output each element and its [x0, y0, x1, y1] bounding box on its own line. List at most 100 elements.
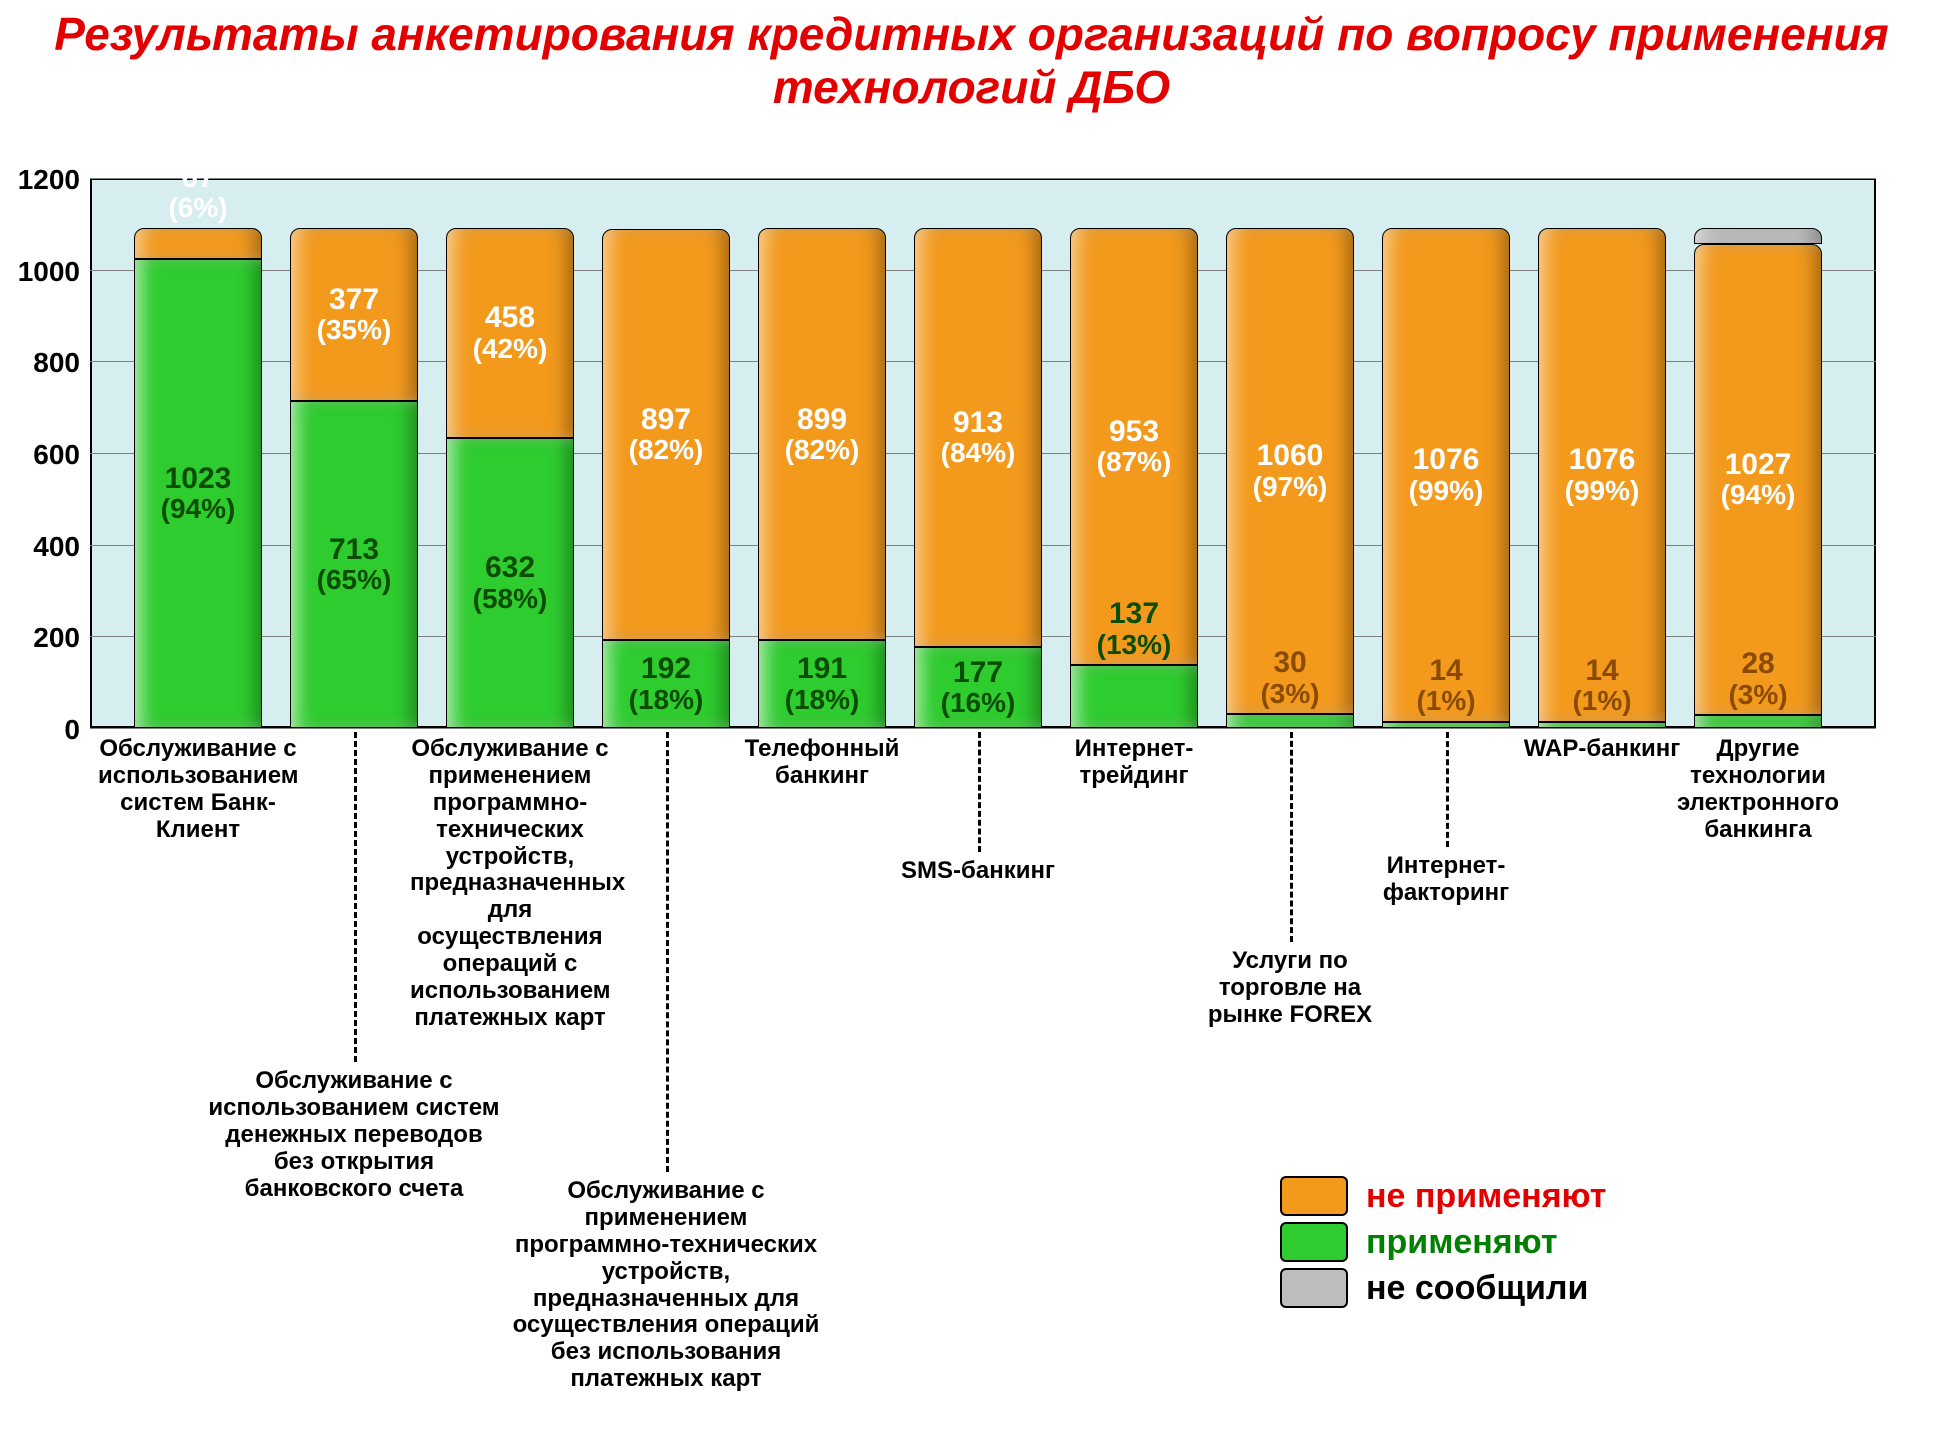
bar-pt-cards: 632(58%) 458(42%) [446, 178, 574, 728]
category-label: Услуги по торговле на рынке FOREX [1180, 948, 1400, 1029]
legend: не применяют применяют не сообщили [1280, 1170, 1606, 1314]
value-label: 713(65%) [290, 534, 418, 595]
legend-label: применяют [1366, 1223, 1557, 1262]
bar-segment-apply [1382, 722, 1510, 728]
category-label: Обслуживание с применением программно-те… [506, 1178, 826, 1393]
value-label: 192(18%) [602, 653, 730, 714]
value-pct: (97%) [1226, 472, 1354, 501]
legend-item-apply: применяют [1280, 1222, 1606, 1262]
value-number: 191 [797, 652, 847, 685]
legend-item-no_info: не сообщили [1280, 1268, 1606, 1308]
category-label: Интернет-факторинг [1341, 853, 1551, 907]
value-pct: (1%) [1382, 686, 1510, 715]
leader-line [666, 732, 669, 1172]
bar-internet-trading: 137(13%) 953(87%) [1070, 178, 1198, 728]
y-tick-label: 600 [0, 439, 80, 471]
value-number: 192 [641, 652, 691, 685]
bar-pt-nocards: 192(18%) 897(82%) [602, 178, 730, 728]
value-label: 899(82%) [758, 404, 886, 465]
category-label: Обслуживание с применением программно-те… [410, 736, 610, 1032]
legend-swatch [1280, 1268, 1348, 1308]
value-pct: (99%) [1382, 476, 1510, 505]
value-pct: (58%) [446, 584, 574, 613]
value-pct: (1%) [1538, 686, 1666, 715]
value-number: 137 [1109, 597, 1159, 630]
value-label: 14(1%) [1382, 655, 1510, 716]
value-number: 458 [485, 301, 535, 334]
value-pct: (35%) [290, 315, 418, 344]
value-label: 458(42%) [446, 302, 574, 363]
value-number: 14 [1585, 654, 1618, 687]
value-label: 632(58%) [446, 552, 574, 613]
value-number: 177 [953, 656, 1003, 689]
value-pct: (87%) [1070, 447, 1198, 476]
value-pct: (94%) [134, 494, 262, 523]
legend-swatch [1280, 1222, 1348, 1262]
bar-forex: 30(3%) 1060(97%) [1226, 178, 1354, 728]
value-pct: (99%) [1538, 476, 1666, 505]
bar-bank-client: 1023(94%)67(6%) [134, 178, 262, 728]
value-pct: (3%) [1694, 680, 1822, 709]
value-number: 1027 [1725, 448, 1792, 481]
value-number: 377 [329, 283, 379, 316]
value-label: 1027(94%) [1694, 449, 1822, 510]
bar-sms-banking: 177(16%) 913(84%) [914, 178, 1042, 728]
value-pct: (6%) [134, 193, 262, 222]
value-number: 1060 [1257, 439, 1324, 472]
value-label: 67(6%) [134, 162, 262, 223]
bar-wap-banking: 14(1%) 1076(99%) [1538, 178, 1666, 728]
bar-segment-not_apply [134, 228, 262, 259]
leader-line [1446, 732, 1449, 847]
value-number: 1076 [1569, 443, 1636, 476]
value-pct: (3%) [1226, 679, 1354, 708]
leader-line [354, 732, 357, 1062]
value-number: 1076 [1413, 443, 1480, 476]
value-number: 713 [329, 533, 379, 566]
legend-swatch [1280, 1176, 1348, 1216]
y-tick-label: 400 [0, 531, 80, 563]
value-number: 913 [953, 406, 1003, 439]
legend-label: не сообщили [1366, 1269, 1588, 1308]
leader-line [1290, 732, 1293, 942]
value-label: 1023(94%) [134, 463, 262, 524]
value-number: 14 [1429, 654, 1462, 687]
category-label: Обслуживание с использованием систем Бан… [98, 736, 298, 844]
category-label: Интернет-трейдинг [1034, 736, 1234, 790]
value-number: 632 [485, 551, 535, 584]
value-pct: (13%) [1070, 630, 1198, 659]
category-label: Другие технологии электронного банкинга [1658, 736, 1858, 844]
bar-internet-factoring: 14(1%) 1076(99%) [1382, 178, 1510, 728]
bar-money-transfer: 713(65%) 377(35%) [290, 178, 418, 728]
y-tick-label: 1000 [0, 256, 80, 288]
gridline [90, 728, 1876, 729]
value-label: 953(87%) [1070, 416, 1198, 477]
bar-segment-apply [1694, 715, 1822, 728]
value-label: 913(84%) [914, 407, 1042, 468]
chart-area: 0200400600800100012001023(94%)67(6%)713(… [90, 178, 1876, 728]
value-label: 1076(99%) [1382, 444, 1510, 505]
value-label: 177(16%) [914, 657, 1042, 718]
value-label: 897(82%) [602, 404, 730, 465]
value-pct: (82%) [602, 435, 730, 464]
bar-phone-banking: 191(18%)899(82%) [758, 178, 886, 728]
value-number: 899 [797, 403, 847, 436]
bar-segment-apply [1538, 722, 1666, 728]
value-label: 1060(97%) [1226, 440, 1354, 501]
value-pct: (84%) [914, 438, 1042, 467]
page-title: Результаты анкетирования кредитных орган… [0, 8, 1943, 114]
category-label: SMS-банкинг [888, 858, 1068, 885]
category-label: Телефонный банкинг [722, 736, 922, 790]
value-number: 953 [1109, 415, 1159, 448]
value-pct: (16%) [914, 688, 1042, 717]
legend-label: не применяют [1366, 1177, 1606, 1216]
value-number: 28 [1741, 647, 1774, 680]
value-label: 377(35%) [290, 284, 418, 345]
bar-segment-no_info [1694, 228, 1822, 244]
value-label: 30(3%) [1226, 647, 1354, 708]
value-label: 1076(99%) [1538, 444, 1666, 505]
bar-segment-apply [1070, 665, 1198, 728]
value-pct: (94%) [1694, 480, 1822, 509]
value-pct: (18%) [602, 685, 730, 714]
value-number: 1023 [165, 462, 232, 495]
value-number: 67 [181, 161, 214, 194]
